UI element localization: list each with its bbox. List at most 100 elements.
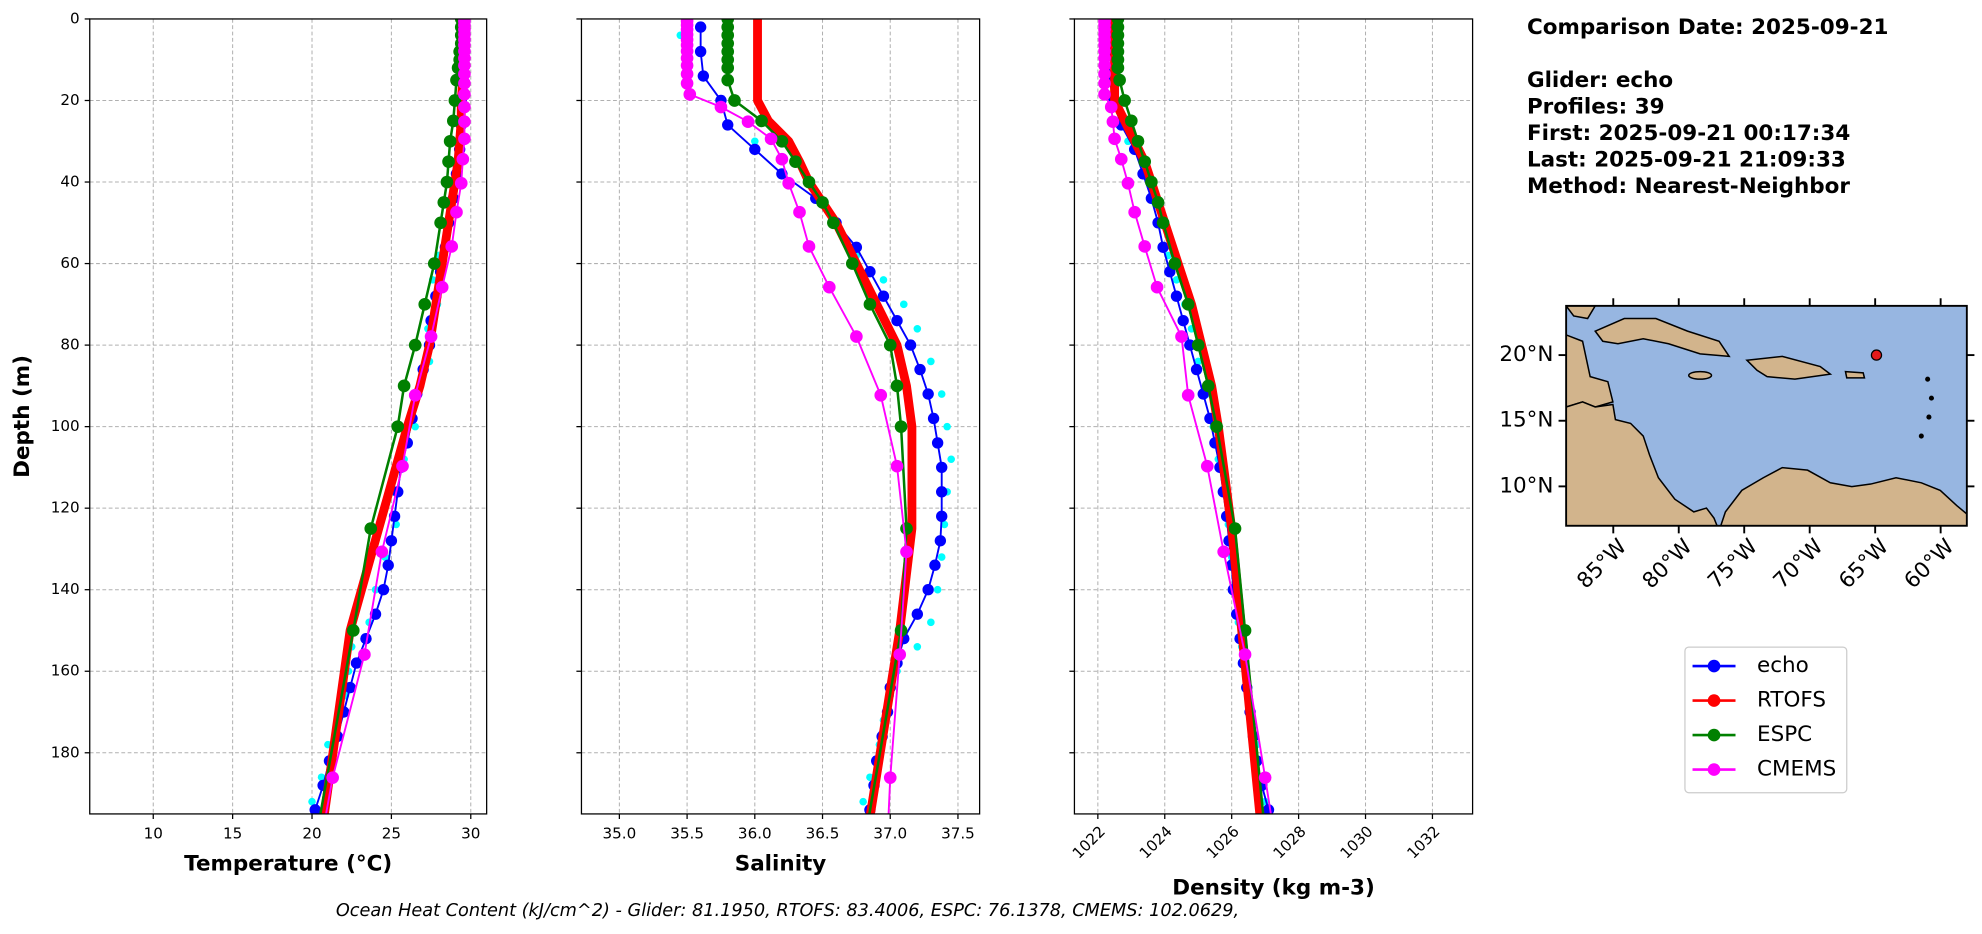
- series-marker: [936, 461, 948, 474]
- x-axis-label: Salinity: [735, 851, 827, 876]
- series-marker: [1181, 298, 1195, 311]
- legend-label: echo: [1757, 653, 1809, 678]
- series-line: [699, 27, 943, 811]
- glider-point: [751, 137, 759, 146]
- series-marker: [883, 771, 897, 784]
- series-marker: [391, 420, 405, 433]
- series-marker: [346, 624, 360, 637]
- series-marker: [877, 920, 890, 933]
- series-marker: [375, 545, 389, 559]
- x-tick-label: 36.0: [738, 825, 772, 843]
- series-marker: [890, 379, 904, 393]
- x-axis-label: Temperature (°C): [184, 851, 392, 876]
- glider-point: [879, 276, 888, 284]
- series-marker: [753, 39, 762, 48]
- plot-area: [676, 18, 955, 933]
- y-tick-label: 0: [70, 9, 80, 27]
- series-marker: [741, 115, 755, 129]
- legend-marker: [1707, 763, 1721, 776]
- series-marker: [458, 67, 471, 81]
- series-marker: [1113, 73, 1126, 87]
- x-tick-label: 1028: [1270, 822, 1310, 862]
- y-axis-label: Depth (m): [10, 355, 35, 478]
- series-marker: [753, 23, 762, 31]
- series-marker: [927, 412, 940, 425]
- glider-point: [937, 553, 946, 561]
- series-marker: [894, 420, 908, 433]
- info-line: Last: 2025-09-21 21:09:33: [1527, 148, 1846, 173]
- series-marker: [891, 314, 903, 327]
- series-marker: [1200, 459, 1214, 473]
- glider-point: [927, 357, 935, 366]
- series-marker: [445, 240, 459, 253]
- series-marker: [1177, 314, 1189, 327]
- series-marker: [753, 47, 762, 56]
- map-x-label: 85°W: [1572, 534, 1632, 594]
- series-marker: [1175, 330, 1188, 343]
- series-marker: [802, 240, 816, 253]
- series-marker: [753, 64, 762, 72]
- series-marker: [749, 143, 761, 156]
- info-line: First: 2025-09-21 00:17:34: [1527, 121, 1850, 146]
- series-marker: [435, 280, 449, 294]
- map-y-label: 10°N: [1499, 473, 1553, 498]
- y-tick-label: 140: [51, 580, 80, 598]
- series-marker: [753, 96, 762, 105]
- series-marker: [434, 216, 447, 230]
- x-tick-label: 36.5: [806, 825, 840, 843]
- series-marker: [360, 632, 372, 645]
- plot-frame: [89, 18, 488, 815]
- series-marker: [904, 339, 917, 351]
- y-tick-label: 80: [60, 336, 79, 354]
- series-marker: [883, 338, 897, 352]
- glider-point: [1194, 357, 1203, 366]
- series-marker: [908, 422, 916, 431]
- series-marker: [447, 198, 456, 207]
- series-marker: [408, 338, 422, 352]
- y-tick-label: 60: [60, 254, 79, 272]
- info-line: Profiles: 39: [1527, 94, 1665, 119]
- series-marker: [680, 77, 694, 90]
- series-marker: [1238, 624, 1252, 637]
- series-marker: [1259, 828, 1272, 841]
- series-marker: [1282, 920, 1295, 933]
- legend-box: [1684, 646, 1848, 794]
- series-marker: [442, 155, 455, 168]
- series-marker: [1170, 290, 1183, 302]
- series-marker: [438, 259, 446, 268]
- series-marker: [1201, 379, 1215, 393]
- series-marker: [454, 176, 468, 190]
- series-marker: [793, 205, 806, 219]
- series-marker: [902, 382, 911, 390]
- series-marker: [1138, 155, 1152, 168]
- series-marker: [385, 535, 398, 547]
- glider-point: [859, 797, 867, 806]
- series-marker: [443, 134, 457, 148]
- x-tick-label: 25: [382, 825, 401, 843]
- map-land: [1566, 305, 1967, 526]
- series-marker: [299, 920, 312, 933]
- series-marker: [458, 88, 471, 101]
- series-marker: [1098, 88, 1111, 101]
- glider-point: [308, 797, 316, 806]
- series-marker: [1118, 94, 1131, 107]
- glider-point: [899, 300, 908, 309]
- y-tick-label: 180: [51, 743, 80, 761]
- series-marker: [827, 216, 840, 230]
- x-tick-label: 37.0: [873, 825, 907, 843]
- series-marker: [1217, 545, 1230, 559]
- series-marker: [1150, 280, 1164, 294]
- series-marker: [448, 94, 462, 107]
- series-marker: [350, 657, 363, 669]
- series-marker: [1138, 240, 1152, 253]
- series-marker: [309, 804, 321, 814]
- series-marker: [1228, 522, 1242, 535]
- series-marker: [1181, 388, 1195, 402]
- series-marker: [697, 70, 710, 82]
- series-marker: [397, 379, 411, 393]
- y-tick-label: 20: [60, 91, 79, 109]
- map-y-label: 15°N: [1499, 408, 1553, 433]
- map-x-label: 75°W: [1703, 534, 1763, 594]
- series-marker: [1191, 338, 1205, 352]
